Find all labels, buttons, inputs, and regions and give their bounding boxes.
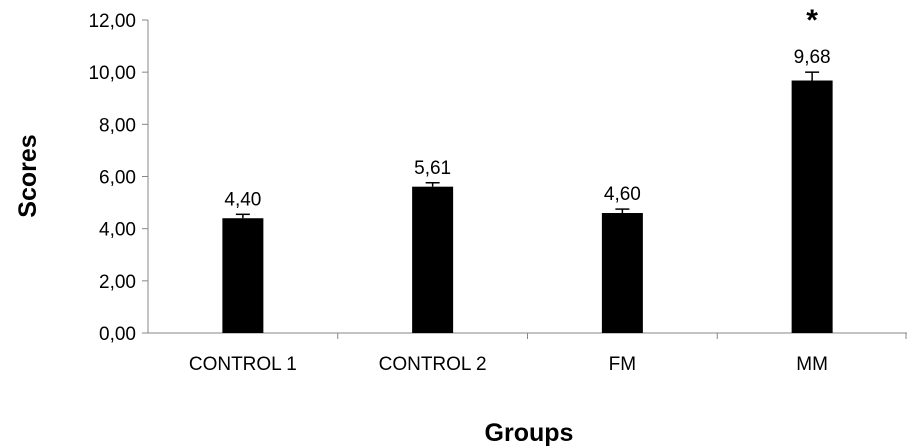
data-label: 9,68 [794, 47, 831, 68]
y-tick-label: 12,00 [88, 11, 136, 32]
bar [222, 218, 264, 333]
significance-marker: * [806, 4, 818, 37]
data-label: 4,60 [604, 184, 641, 205]
y-tick-label: 8,00 [99, 115, 136, 136]
x-tick-label: MM [796, 354, 828, 375]
x-tick-label: CONTROL 2 [379, 354, 487, 375]
x-axis: CONTROL 1 CONTROL 2 FM MM [148, 332, 907, 375]
data-label: 5,61 [414, 158, 451, 179]
x-axis-title: Groups [485, 419, 574, 447]
y-axis: 0,00 2,00 4,00 6,00 8,00 10,00 12,00 [88, 11, 149, 345]
x-tick-label: CONTROL 1 [189, 354, 297, 375]
data-label: 4,40 [224, 189, 261, 210]
y-tick-label: 10,00 [88, 63, 136, 84]
y-tick-label: 6,00 [99, 168, 136, 189]
bar [601, 213, 643, 333]
x-tick-label: FM [609, 354, 636, 375]
y-tick-label: 4,00 [99, 220, 136, 241]
bar [791, 80, 833, 333]
y-axis-title: Scores [14, 134, 42, 217]
bar [412, 186, 454, 333]
y-tick-label: 0,00 [99, 324, 136, 345]
y-tick-label: 2,00 [99, 272, 136, 293]
bars: 4,40 5,61 4,60 9,68 * [222, 4, 833, 333]
